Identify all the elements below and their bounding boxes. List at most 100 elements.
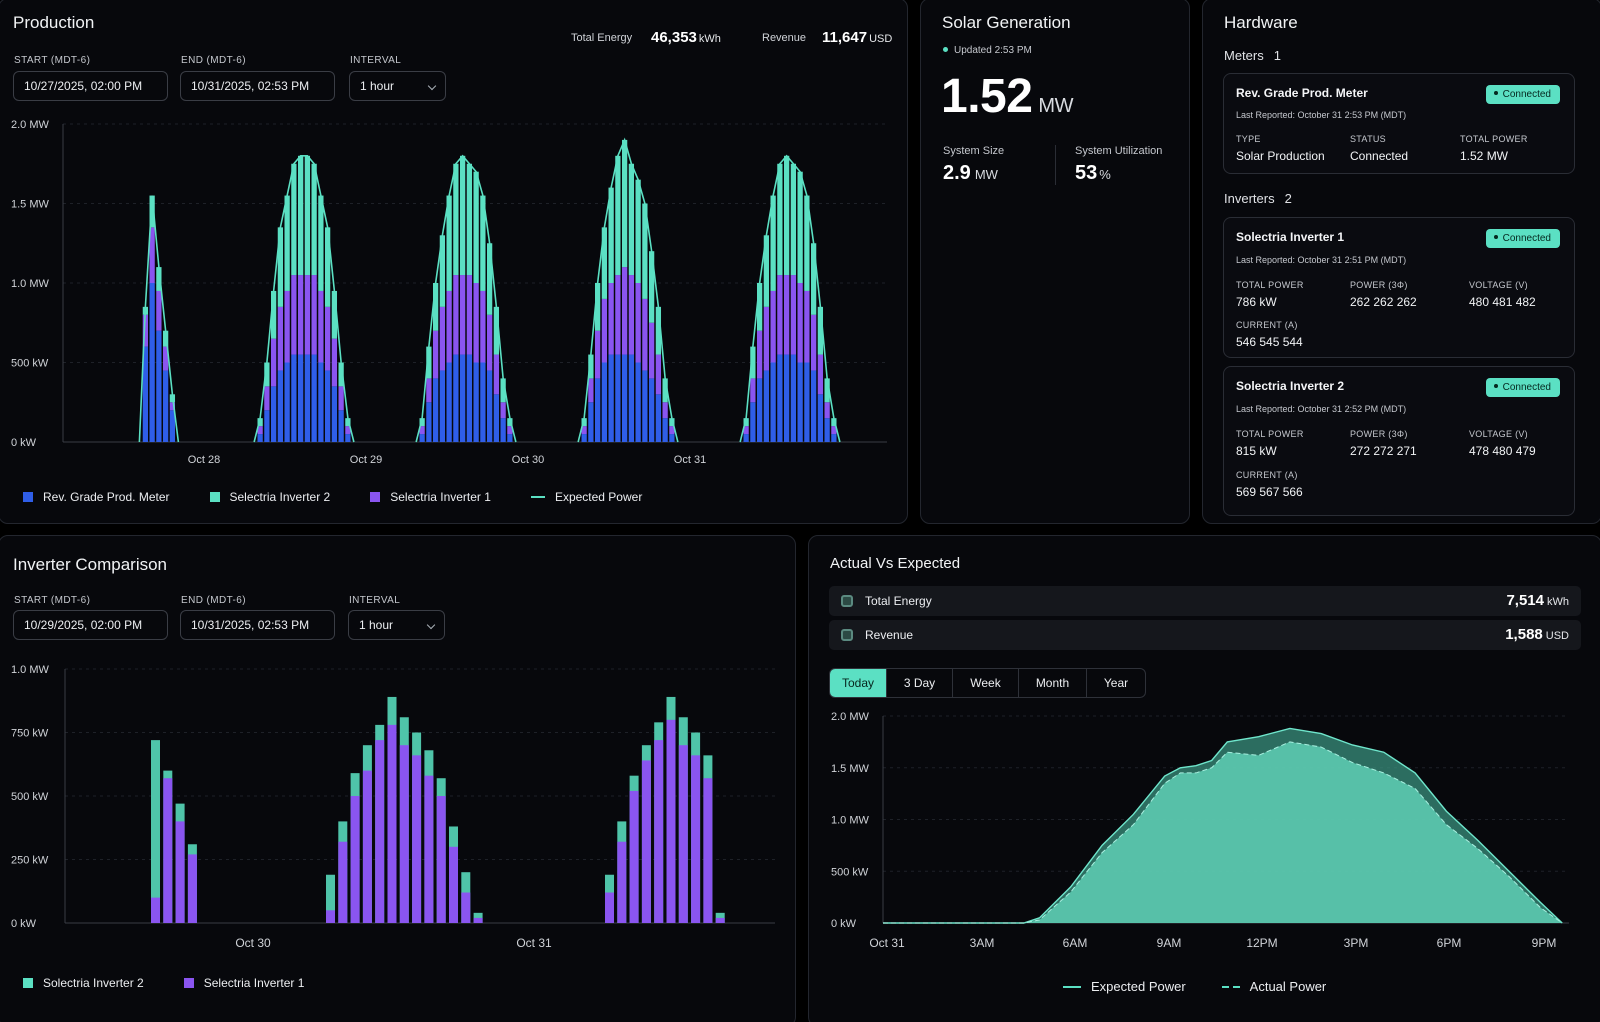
bar-inv1 bbox=[291, 275, 297, 355]
bar-meter bbox=[763, 370, 770, 442]
meter-name: Rev. Grade Prod. Meter bbox=[1236, 86, 1368, 100]
bar-inv1 bbox=[426, 378, 432, 403]
bar-inverter-1 bbox=[641, 760, 651, 923]
system-utilization-value: 53% bbox=[1075, 162, 1111, 184]
bar-inverter-1 bbox=[350, 796, 360, 923]
bar-inverter-1 bbox=[412, 755, 422, 923]
bar-meter bbox=[824, 418, 830, 442]
bar-meter bbox=[304, 354, 311, 442]
legend-inverter-1[interactable]: Selectria Inverter 1 bbox=[183, 976, 304, 990]
bar-meter bbox=[338, 410, 344, 442]
status-dot-icon bbox=[1493, 384, 1498, 389]
bar-meter bbox=[271, 386, 277, 442]
x-tick-label: Oct 30 bbox=[235, 936, 271, 950]
bar-inv1 bbox=[804, 290, 810, 363]
bar-inv1 bbox=[304, 275, 311, 355]
bar-inv1 bbox=[615, 275, 621, 355]
bar-inv1 bbox=[669, 426, 675, 435]
status-dot-icon bbox=[943, 46, 948, 52]
bar-inv1 bbox=[770, 290, 776, 363]
bar-inverter-1 bbox=[175, 821, 185, 923]
expected-power-line bbox=[577, 137, 679, 443]
x-tick-label: Oct 30 bbox=[512, 454, 544, 466]
bar-inv1 bbox=[345, 426, 351, 435]
tab-month[interactable]: Month bbox=[1019, 669, 1087, 697]
current-label: CURRENT (A) bbox=[1236, 470, 1298, 480]
meters-heading: Meters 1 bbox=[1224, 48, 1281, 63]
y-tick-label: 1.0 MW bbox=[11, 664, 50, 676]
ave-energy-value: 7,514 kWh bbox=[1506, 592, 1569, 609]
bar-meter bbox=[163, 370, 169, 442]
system-size-value: 2.9 MW bbox=[943, 162, 998, 184]
y-tick-label: 2.0 MW bbox=[831, 711, 870, 723]
comparison-start-input[interactable]: 10/29/2025, 02:00 PM bbox=[13, 610, 168, 640]
meter-type-label: TYPE bbox=[1236, 134, 1261, 144]
bar-inv1 bbox=[622, 267, 628, 355]
legend-meter[interactable]: Rev. Grade Prod. Meter bbox=[23, 490, 170, 504]
bar-inv2 bbox=[622, 139, 628, 268]
voltage-label: VOLTAGE (V) bbox=[1469, 280, 1528, 290]
bar-inv1 bbox=[446, 290, 452, 363]
bar-inv1 bbox=[433, 330, 439, 379]
comparison-end-input[interactable]: 10/31/2025, 02:53 PM bbox=[180, 610, 335, 640]
bar-inv1 bbox=[439, 306, 446, 371]
legend-actual-power[interactable]: Actual Power bbox=[1221, 979, 1326, 994]
meter-card[interactable]: Rev. Grade Prod. Meter Connected Last Re… bbox=[1223, 73, 1575, 174]
bar-inv1 bbox=[757, 330, 763, 379]
bar-inv2 bbox=[811, 243, 817, 315]
bar-inv1 bbox=[284, 290, 290, 363]
meter-reported: Last Reported: October 31 2:53 PM (MDT) bbox=[1236, 110, 1407, 120]
tab-3-day[interactable]: 3 Day bbox=[887, 669, 953, 697]
legend-inverter-2[interactable]: Selectria Inverter 2 bbox=[209, 490, 330, 504]
bar-meter bbox=[784, 354, 790, 442]
bar-inv2 bbox=[338, 362, 344, 387]
bar-inverter-1 bbox=[187, 854, 197, 923]
y-tick-label: 0 kW bbox=[11, 437, 37, 449]
comparison-interval-select[interactable]: 1 hour bbox=[348, 610, 445, 640]
bar-meter bbox=[331, 386, 338, 442]
voltage-value: 478 480 479 bbox=[1469, 444, 1536, 458]
bar-inv2 bbox=[304, 155, 311, 276]
y-tick-label: 2.0 MW bbox=[11, 119, 50, 131]
x-tick-label: 12PM bbox=[1246, 936, 1277, 950]
bar-inv1 bbox=[500, 402, 506, 419]
checkbox-icon[interactable] bbox=[841, 595, 853, 607]
bar-inv2 bbox=[790, 163, 797, 276]
inverter-reported: Last Reported: October 31 2:52 PM (MDT) bbox=[1236, 404, 1407, 414]
bar-meter bbox=[622, 354, 628, 442]
inverter-card-2[interactable]: Solectria Inverter 2 Connected Last Repo… bbox=[1223, 366, 1575, 516]
bar-meter bbox=[615, 354, 621, 442]
tab-week[interactable]: Week bbox=[953, 669, 1019, 697]
legend-expected-power[interactable]: Expected Power bbox=[1063, 979, 1186, 994]
bar-meter bbox=[601, 362, 608, 442]
bar-inv2 bbox=[507, 418, 513, 427]
meter-status-label: STATUS bbox=[1350, 134, 1386, 144]
legend-inverter-1[interactable]: Selectria Inverter 1 bbox=[370, 490, 491, 504]
inverter-card-1[interactable]: Solectria Inverter 1 Connected Last Repo… bbox=[1223, 217, 1575, 358]
legend-expected-power[interactable]: Expected Power bbox=[530, 490, 642, 504]
bar-inv1 bbox=[817, 354, 824, 395]
legend-inverter-2[interactable]: Solectria Inverter 2 bbox=[23, 976, 144, 990]
ave-total-energy-row[interactable]: Total Energy 7,514 kWh bbox=[829, 586, 1581, 616]
production-end-input[interactable]: 10/31/2025, 02:53 PM bbox=[180, 71, 335, 101]
bar-inverter-1 bbox=[461, 892, 471, 923]
current-value: 569 567 566 bbox=[1236, 485, 1303, 499]
bar-inv1 bbox=[311, 275, 317, 355]
production-interval-select[interactable]: 1 hour bbox=[349, 71, 446, 101]
expected-power-line bbox=[138, 195, 180, 443]
meter-power-label: TOTAL POWER bbox=[1460, 134, 1528, 144]
bar-inv2 bbox=[149, 195, 155, 228]
bar-inv2 bbox=[669, 418, 675, 427]
bar-inverter-1 bbox=[678, 745, 688, 923]
tab-today[interactable]: Today bbox=[830, 669, 887, 697]
tab-year[interactable]: Year bbox=[1103, 676, 1129, 690]
bar-inverter-2 bbox=[151, 740, 160, 923]
checkbox-icon[interactable] bbox=[841, 629, 853, 641]
ave-revenue-row[interactable]: Revenue 1,588 USD bbox=[829, 620, 1581, 650]
bar-inv2 bbox=[298, 155, 304, 276]
bar-inv1 bbox=[763, 306, 770, 371]
production-start-input[interactable]: 10/27/2025, 02:00 PM bbox=[13, 71, 168, 101]
bar-meter bbox=[770, 362, 776, 442]
production-end-label: END (MDT-6) bbox=[181, 55, 246, 66]
bar-meter bbox=[446, 362, 452, 442]
